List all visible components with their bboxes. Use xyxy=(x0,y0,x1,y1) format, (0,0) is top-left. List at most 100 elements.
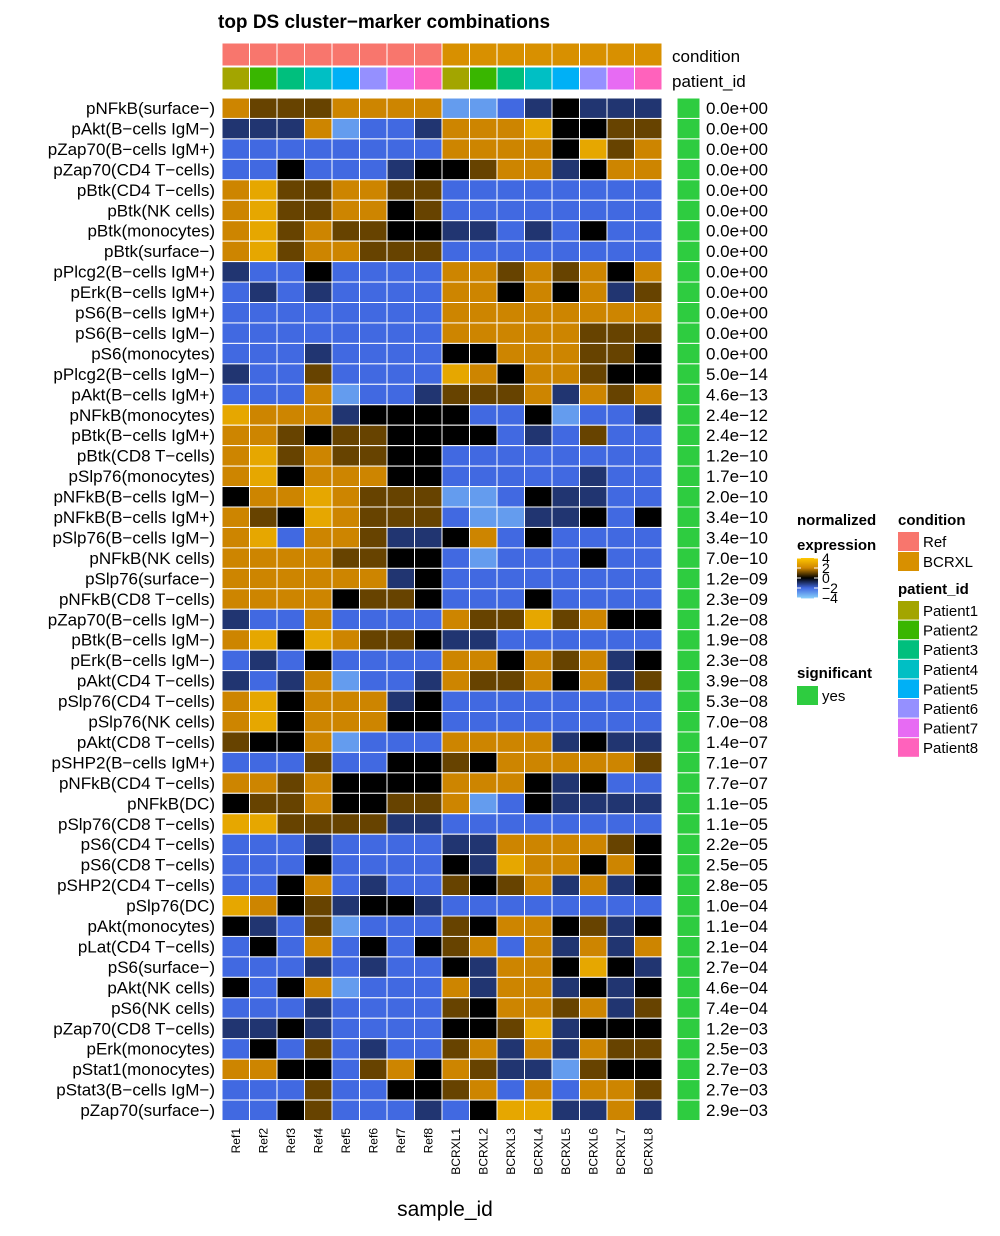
heatmap-cell xyxy=(331,711,360,733)
heatmap-cell xyxy=(304,833,333,856)
heatmap-cell xyxy=(304,956,333,978)
heatmap-cell xyxy=(276,731,305,753)
heatmap-cell xyxy=(304,711,333,733)
heatmap-cell xyxy=(441,220,470,242)
heatmap-cell xyxy=(359,342,388,365)
heatmap-cell xyxy=(359,486,388,508)
heatmap-cell xyxy=(359,956,388,978)
significant-cell xyxy=(676,220,701,242)
heatmap-cell xyxy=(386,772,415,794)
significant-cell xyxy=(676,567,701,590)
heatmap-cell xyxy=(634,342,663,365)
heatmap-cell xyxy=(606,1038,635,1060)
heatmap-cell xyxy=(634,404,663,426)
heatmap-cell xyxy=(606,465,635,488)
heatmap-cell xyxy=(469,506,498,528)
column-label: Ref5 xyxy=(339,1128,353,1154)
heatmap-cell xyxy=(469,486,498,508)
heatmap-cell xyxy=(414,322,443,344)
heatmap-cell xyxy=(359,547,388,569)
heatmap-cell xyxy=(524,179,553,201)
heatmap-cell xyxy=(276,935,305,958)
heatmap-cell xyxy=(359,792,388,815)
heatmap-cell xyxy=(331,363,360,385)
heatmap-cell xyxy=(496,629,525,651)
heatmap-cell xyxy=(331,833,360,856)
heatmap-cell xyxy=(524,261,553,283)
heatmap-cell xyxy=(386,1038,415,1060)
significant-cell xyxy=(676,588,701,610)
expression-gradient-step xyxy=(797,591,818,593)
heatmap-cell xyxy=(304,751,333,774)
heatmap-cell xyxy=(469,1017,498,1040)
heatmap-cell xyxy=(579,220,608,242)
heatmap-cell xyxy=(221,772,250,794)
p-value-label: 2.3e−08 xyxy=(706,651,768,670)
heatmap-cell xyxy=(304,874,333,897)
heatmap-cell xyxy=(496,997,525,1019)
heatmap-cell xyxy=(386,874,415,897)
heatmap-cell xyxy=(441,445,470,467)
significant-cell xyxy=(676,158,701,181)
heatmap-cell xyxy=(276,1017,305,1040)
heatmap-cell xyxy=(606,1099,635,1122)
heatmap-cell xyxy=(414,915,443,937)
significant-cell xyxy=(676,117,701,140)
heatmap-cell xyxy=(331,158,360,181)
heatmap-cell xyxy=(469,526,498,549)
condition-cell xyxy=(221,42,250,67)
heatmap-cell xyxy=(359,1038,388,1060)
heatmap-cell xyxy=(276,976,305,999)
heatmap-cell xyxy=(524,506,553,528)
patient-cell xyxy=(414,66,443,91)
heatmap-cell xyxy=(276,792,305,815)
heatmap-cell xyxy=(606,342,635,365)
heatmap-cell xyxy=(551,220,580,242)
p-value-label: 0.0e+00 xyxy=(706,181,768,200)
heatmap-cell xyxy=(634,997,663,1019)
heatmap-cell xyxy=(386,117,415,140)
p-value-label: 1.1e−05 xyxy=(706,815,768,834)
condition-cell xyxy=(524,42,553,67)
heatmap-cell xyxy=(359,915,388,937)
heatmap-cell xyxy=(359,302,388,324)
p-value-label: 2.2e−05 xyxy=(706,835,768,854)
heatmap-cell xyxy=(524,792,553,815)
patient-legend-label: Patient6 xyxy=(923,701,978,718)
heatmap-cell xyxy=(386,649,415,672)
heatmap-cell xyxy=(579,486,608,508)
heatmap-cell xyxy=(359,854,388,876)
significant-cell xyxy=(676,199,701,222)
heatmap-cell xyxy=(249,1099,278,1122)
heatmap-cell xyxy=(276,322,305,344)
p-value-label: 2.7e−03 xyxy=(706,1060,768,1079)
heatmap-cell xyxy=(524,117,553,140)
heatmap-cell xyxy=(276,547,305,569)
heatmap-cell xyxy=(551,895,580,917)
heatmap-cell xyxy=(221,220,250,242)
heatmap-cell xyxy=(359,670,388,692)
heatmap-cell xyxy=(276,608,305,631)
patient-cell xyxy=(304,66,333,91)
heatmap-cell xyxy=(441,751,470,774)
heatmap-cell xyxy=(249,117,278,140)
heatmap-cell xyxy=(304,363,333,385)
heatmap-cell xyxy=(276,956,305,978)
heatmap-cell xyxy=(249,711,278,733)
heatmap-cell xyxy=(496,138,525,160)
heatmap-cell xyxy=(441,342,470,365)
heatmap-cell xyxy=(551,506,580,528)
patient-cell xyxy=(386,66,415,91)
heatmap-cell xyxy=(414,629,443,651)
heatmap-cell xyxy=(221,649,250,672)
heatmap-cell xyxy=(441,363,470,385)
heatmap-cell xyxy=(634,465,663,488)
heatmap-cell xyxy=(386,383,415,406)
heatmap-cell xyxy=(304,506,333,528)
heatmap-cell xyxy=(359,1099,388,1122)
heatmap-cell xyxy=(331,240,360,263)
heatmap-cell xyxy=(249,792,278,815)
heatmap-cell xyxy=(304,424,333,447)
heatmap-cell xyxy=(359,772,388,794)
